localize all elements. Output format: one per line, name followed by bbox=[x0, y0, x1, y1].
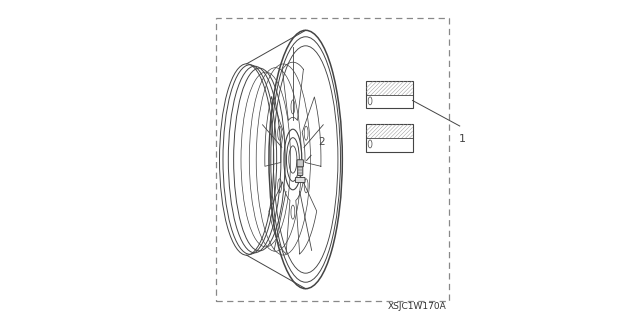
FancyBboxPatch shape bbox=[298, 165, 303, 175]
Bar bbox=[366, 124, 413, 152]
Text: 2: 2 bbox=[318, 137, 324, 147]
Bar bbox=[216, 18, 449, 301]
Ellipse shape bbox=[368, 97, 372, 105]
Ellipse shape bbox=[368, 140, 372, 148]
FancyBboxPatch shape bbox=[297, 160, 303, 167]
Bar bbox=[366, 81, 413, 95]
Text: XSJC1W170A: XSJC1W170A bbox=[387, 302, 446, 311]
FancyBboxPatch shape bbox=[296, 177, 305, 182]
Bar bbox=[366, 124, 413, 138]
Bar bbox=[366, 81, 413, 108]
Text: 1: 1 bbox=[458, 134, 465, 144]
